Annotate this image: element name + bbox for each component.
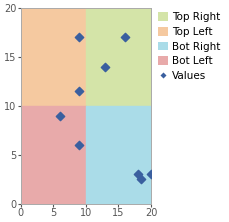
Point [136,172,139,176]
Point [58,114,61,117]
Point [77,36,81,39]
Point [77,89,81,93]
Point [77,143,81,147]
Point [103,65,107,69]
Legend: Top Right, Top Left, Bot Right, Bot Left, Values: Top Right, Top Left, Bot Right, Bot Left… [153,8,224,85]
Point [123,36,126,39]
Point [139,177,142,181]
Point [148,172,152,176]
